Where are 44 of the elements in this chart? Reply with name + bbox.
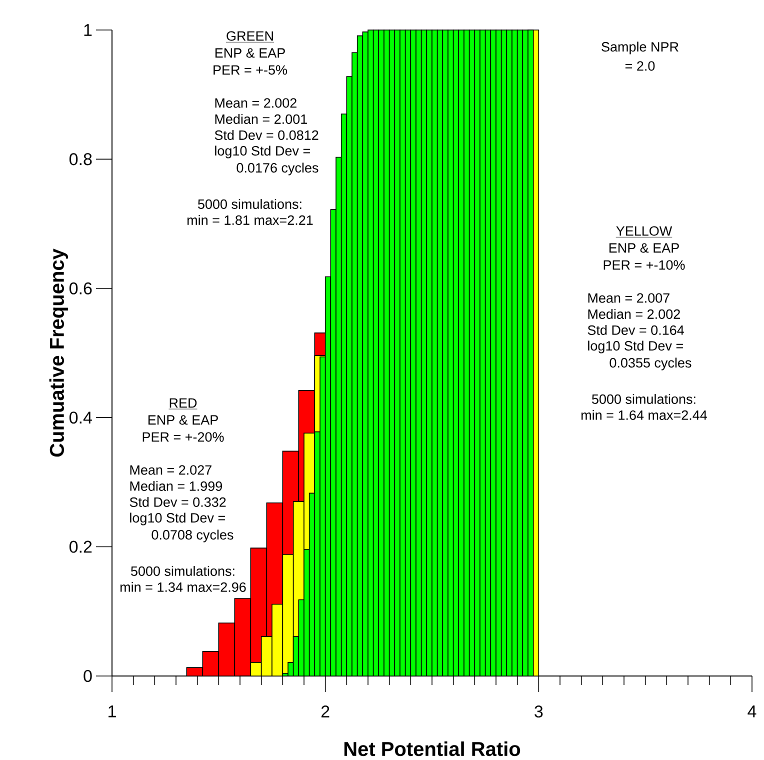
annotation: Sample NPR [602,42,678,54]
y-tick-label: 0.8 [69,153,92,166]
annotation: min = 1.34 max=2.96 [120,582,246,592]
annotation: Std Dev = 0.164 [588,325,684,335]
annotation: PER = +-5% [214,65,288,75]
x-tick-label: 4 [748,706,756,718]
annotation: min = 1.81 max=2.21 [187,215,313,225]
annotation: Std Dev = 0.332 [130,497,226,507]
annotation: Mean = 2.027 [130,465,212,475]
y-tick-label: 0.4 [69,412,92,424]
annotation: PER = +-10% [604,260,685,270]
annotation: Median = 2.002 [588,309,680,319]
annotation: 5000 simulations: [198,199,302,209]
annotation: GREEN [226,31,273,41]
annotation: Std Dev = 0.0812 [214,130,318,140]
annotation: Median = 2.001 [215,114,307,124]
annotation: Mean = 2.007 [588,293,670,303]
annotation: Median = 1.999 [130,481,222,491]
annotation: RED [170,398,197,408]
annotation: log10 Std Dev = [588,340,683,354]
x-tick-label: 2 [321,706,330,718]
annotation: 0.0708 cycles [152,530,234,542]
annotation: log10 Std Dev = [130,512,225,526]
annotation: = 2.0 [625,61,655,71]
y-axis-title: Cumuative Frequency [49,248,68,457]
annotation: ENP & EAP [148,415,218,425]
y-tick-label: 0.6 [69,282,92,294]
annotation: ENP & EAP [609,243,679,253]
x-axis-title: Net Potential Ratio [344,741,520,756]
annotation: 5000 simulations: [131,566,234,576]
annotation: PER = +-20% [142,432,224,442]
annotation: Mean = 2.002 [215,98,296,108]
annotation: ENP & EAP [215,48,285,58]
x-tick-label: 3 [534,706,543,718]
annotation: YELLOW [616,226,672,236]
annotation: 0.0176 cycles [236,162,318,176]
y-tick-label: 0 [84,670,92,682]
y-tick-label: 0.2 [69,540,92,553]
annotation: min = 1.64 max=2.44 [581,410,708,420]
annotation: log10 Std Dev = [215,146,310,158]
annotation: 0.0355 cycles [610,358,692,370]
x-tick-label: 1 [108,706,116,718]
y-tick-label: 1 [84,24,92,36]
annotation: 5000 simulations: [592,394,696,404]
